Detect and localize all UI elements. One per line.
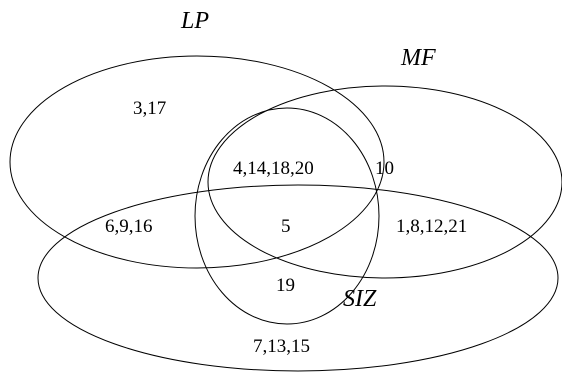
region-lp-only: 3,17 bbox=[133, 98, 167, 119]
siz-ellipse bbox=[194, 107, 380, 325]
region-lp-mf: 4,14,18,20 bbox=[233, 158, 314, 179]
region-siz-below: 19 bbox=[276, 275, 295, 296]
mf-ellipse bbox=[207, 85, 562, 279]
mf-set-label: MF bbox=[401, 45, 436, 71]
siz-set-label: SIZ bbox=[343, 286, 377, 312]
region-outer-only: 7,13,15 bbox=[253, 336, 310, 357]
outer-ellipse bbox=[37, 184, 559, 372]
region-center: 5 bbox=[281, 216, 291, 237]
region-mf-only: 10 bbox=[375, 158, 394, 179]
lp-ellipse bbox=[9, 55, 385, 269]
region-lp-siz: 6,9,16 bbox=[105, 216, 153, 237]
region-mf-siz: 1,8,12,21 bbox=[396, 216, 468, 237]
lp-set-label: LP bbox=[181, 8, 210, 34]
